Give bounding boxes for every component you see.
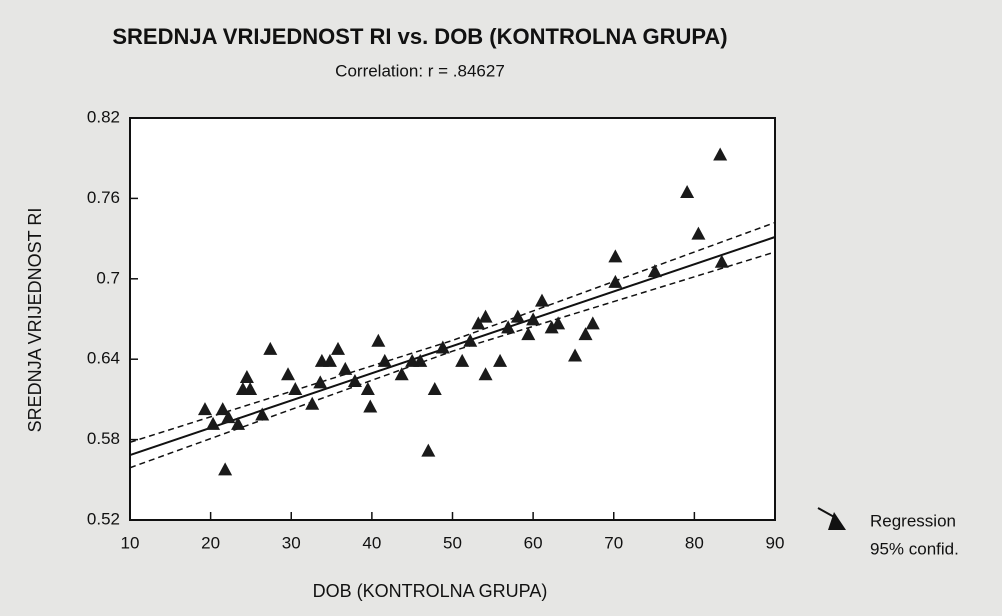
data-point bbox=[463, 333, 478, 347]
data-point bbox=[413, 353, 428, 367]
data-point bbox=[377, 353, 392, 367]
data-point bbox=[534, 293, 549, 307]
data-point bbox=[218, 462, 233, 476]
x-tick-label: 70 bbox=[604, 533, 623, 552]
x-tick-label: 10 bbox=[121, 533, 140, 552]
confidence-band bbox=[129, 221, 776, 443]
data-point bbox=[221, 410, 236, 424]
data-point bbox=[360, 382, 375, 396]
data-point bbox=[231, 416, 246, 430]
plot-area bbox=[129, 117, 776, 521]
x-tick-label: 40 bbox=[362, 533, 381, 552]
data-point bbox=[544, 320, 559, 334]
data-point bbox=[510, 309, 525, 323]
y-tick-label: 0.76 bbox=[87, 188, 120, 207]
legend-marker-icon bbox=[828, 512, 846, 530]
data-point bbox=[578, 327, 593, 341]
data-point bbox=[363, 399, 378, 413]
data-point bbox=[305, 396, 320, 410]
data-point bbox=[215, 402, 230, 416]
data-point bbox=[263, 341, 278, 355]
x-axis-label: DOB (KONTROLNA GRUPA) bbox=[313, 581, 548, 601]
chart-subtitle: Correlation: r = .84627 bbox=[335, 61, 505, 80]
data-point bbox=[471, 316, 486, 330]
y-tick-label: 0.58 bbox=[87, 429, 120, 448]
data-point bbox=[394, 367, 409, 381]
y-axis-label: SREDNJA VRIJEDNOST RI bbox=[25, 208, 45, 433]
data-point bbox=[197, 402, 212, 416]
data-point bbox=[608, 274, 623, 288]
chart-title: SREDNJA VRIJEDNOST RI vs. DOB (KONTROLNA… bbox=[112, 24, 727, 49]
data-point bbox=[568, 348, 583, 362]
data-point bbox=[521, 327, 536, 341]
data-point bbox=[526, 312, 541, 326]
data-point bbox=[427, 382, 442, 396]
y-tick-label: 0.64 bbox=[87, 349, 120, 368]
data-point bbox=[455, 353, 470, 367]
data-point bbox=[288, 382, 303, 396]
data-point bbox=[435, 340, 450, 354]
data-point bbox=[421, 443, 436, 457]
data-point bbox=[501, 320, 516, 334]
y-tick-label: 0.52 bbox=[87, 509, 120, 528]
data-point bbox=[331, 341, 346, 355]
x-tick-label: 60 bbox=[524, 533, 543, 552]
x-tick-label: 30 bbox=[282, 533, 301, 552]
x-tick-label: 80 bbox=[685, 533, 704, 552]
data-point bbox=[371, 333, 386, 347]
data-point bbox=[313, 375, 328, 389]
data-point bbox=[714, 254, 729, 268]
data-point bbox=[551, 316, 566, 330]
data-point bbox=[206, 416, 221, 430]
legend-label: 95% confid. bbox=[870, 539, 959, 558]
x-tick-label: 90 bbox=[766, 533, 785, 552]
legend-label: Regression bbox=[870, 511, 956, 530]
data-point bbox=[608, 249, 623, 263]
data-point bbox=[478, 367, 493, 381]
data-point bbox=[243, 382, 258, 396]
x-tick-label: 50 bbox=[443, 533, 462, 552]
data-point bbox=[713, 147, 728, 161]
y-tick-label: 0.7 bbox=[96, 268, 120, 287]
x-tick-label: 20 bbox=[201, 533, 220, 552]
data-point bbox=[691, 226, 706, 240]
data-point bbox=[478, 309, 493, 323]
data-point bbox=[322, 353, 337, 367]
data-point bbox=[255, 407, 270, 421]
y-tick-label: 0.82 bbox=[87, 107, 120, 126]
data-point bbox=[281, 367, 296, 381]
data-point bbox=[585, 316, 600, 330]
data-point bbox=[680, 185, 695, 199]
data-point bbox=[239, 369, 254, 383]
data-point bbox=[347, 373, 362, 387]
data-point bbox=[647, 264, 662, 278]
data-point bbox=[338, 361, 353, 375]
data-point bbox=[493, 353, 508, 367]
